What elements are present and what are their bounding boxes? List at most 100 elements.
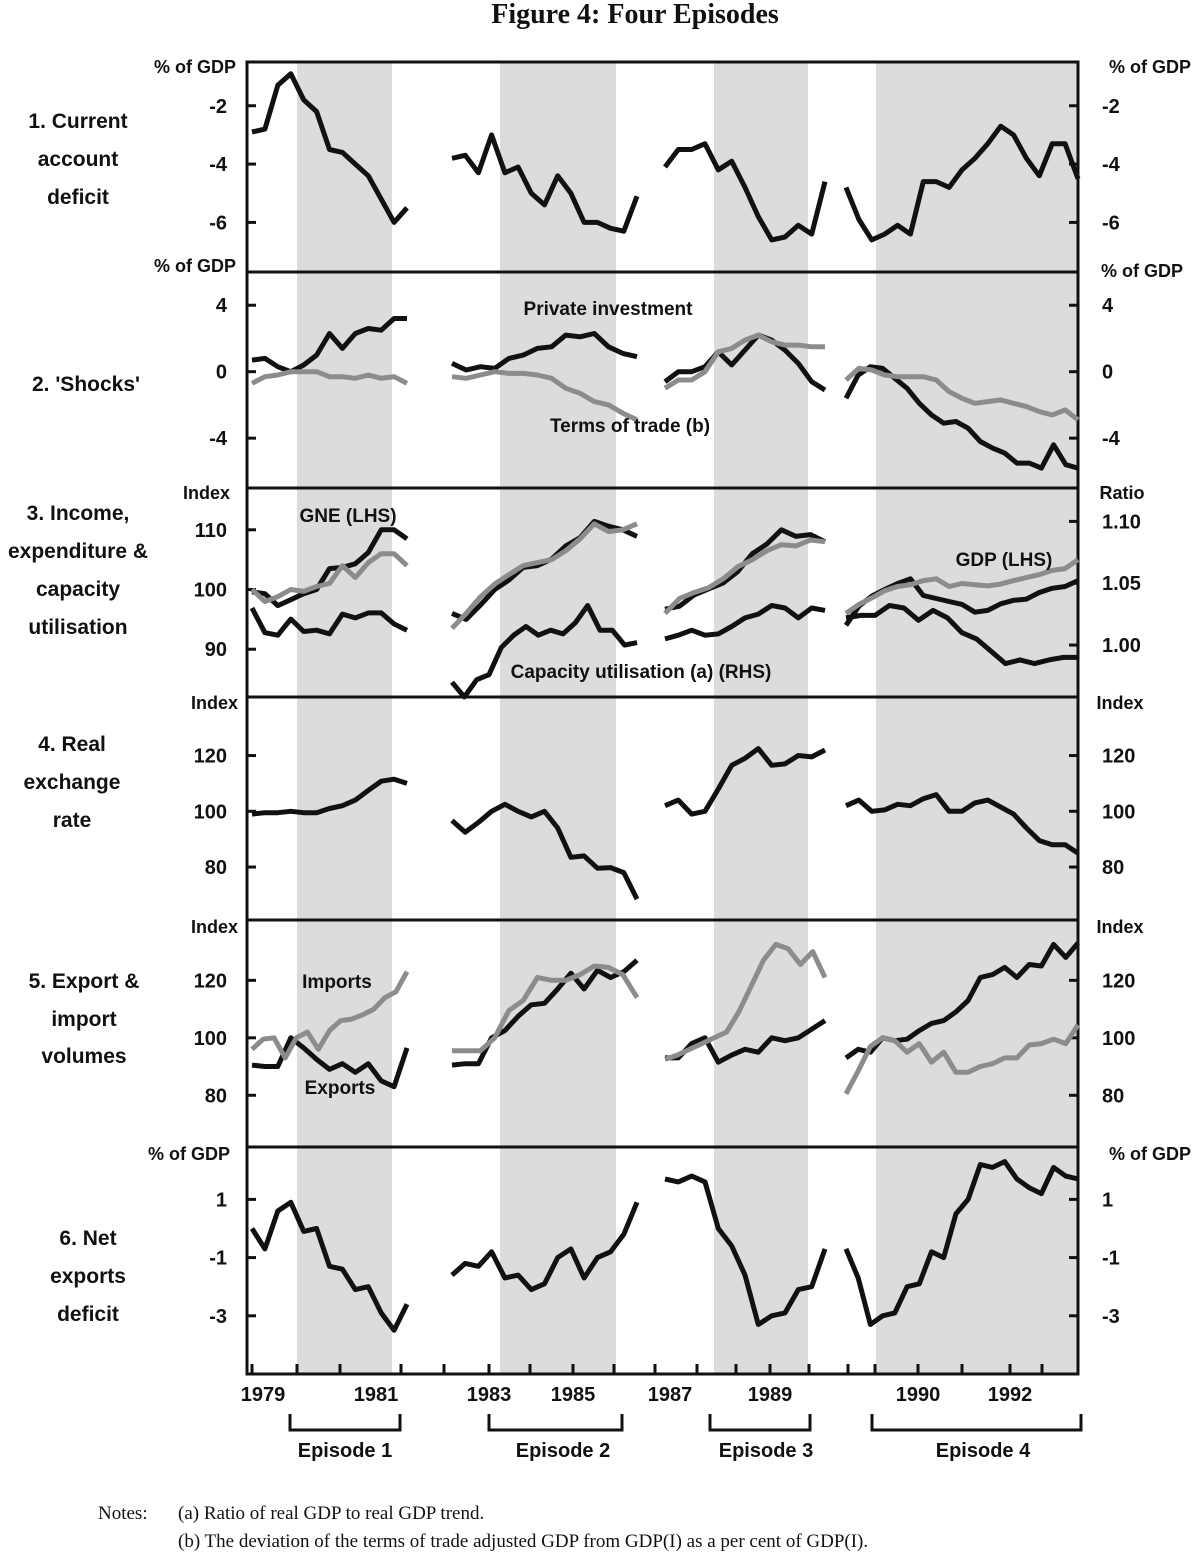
panel-label-trade-volumes: 5. Export & bbox=[29, 970, 140, 993]
series-line-terms-of-trade-b--seg2 bbox=[451, 369, 639, 423]
left-tick-label: 120 bbox=[194, 970, 227, 992]
x-axis: 1979 1981 1983 1985 1987 1989 1990 1992 bbox=[241, 1364, 1080, 1406]
x-tick-label: 1992 bbox=[988, 1384, 1033, 1406]
series-line-real-exchange-rate-seg3 bbox=[664, 746, 827, 817]
x-tick-label: 1989 bbox=[748, 1384, 793, 1406]
panel-income: 3. Income, expenditure & capacity utilisati… bbox=[8, 483, 1145, 700]
left-tick-label: -1 bbox=[209, 1248, 227, 1270]
panel-label-current-account: deficit bbox=[47, 186, 109, 209]
annotation-capacity-utilisation-a-rhs-: Capacity utilisation (a) (RHS) bbox=[511, 662, 772, 683]
left-unit-label: Index bbox=[183, 483, 230, 503]
right-tick-label: 100 bbox=[1102, 801, 1135, 823]
series-line-terms-of-trade-b--seg1 bbox=[250, 369, 409, 386]
left-tick-label: 1 bbox=[216, 1189, 227, 1211]
series-line-exports-seg2 bbox=[451, 958, 639, 1068]
left-tick-label: 90 bbox=[205, 639, 227, 661]
left-tick-label: -3 bbox=[209, 1306, 227, 1328]
series-line-gdp-lhs--seg1 bbox=[250, 551, 409, 604]
annotation-imports: Imports bbox=[302, 972, 372, 993]
panel-net-exports: 6. Net exports deficit % of GDP % of GDP 1 -1 -… bbox=[50, 1144, 1191, 1333]
episode-shading bbox=[297, 62, 1078, 1374]
episode-label: Episode 4 bbox=[936, 1440, 1031, 1462]
series-line-current-account-deficit-seg1 bbox=[251, 71, 409, 225]
left-unit-label: % of GDP bbox=[154, 57, 236, 77]
panel-label-net-exports: 6. Net bbox=[59, 1227, 116, 1250]
left-tick-label: 120 bbox=[194, 746, 227, 768]
panel-label-income: expenditure & bbox=[8, 540, 148, 563]
right-tick-label: -4 bbox=[1102, 154, 1121, 176]
x-tick-label: 1981 bbox=[354, 1384, 399, 1406]
left-tick-label: 4 bbox=[216, 295, 228, 317]
x-tick-label: 1979 bbox=[241, 1384, 286, 1406]
panel-label-real-exchange: exchange bbox=[24, 771, 121, 794]
series-line-imports-seg1 bbox=[250, 970, 410, 1061]
panel-label-trade-volumes: import bbox=[51, 1008, 116, 1031]
panel-label-trade-volumes: volumes bbox=[41, 1045, 126, 1068]
right-tick-label: 4 bbox=[1102, 295, 1114, 317]
right-tick-label: 100 bbox=[1102, 1028, 1135, 1050]
left-tick-label: -4 bbox=[209, 428, 228, 450]
series-line-gdp-lhs--seg3 bbox=[663, 537, 826, 616]
left-tick-label: 100 bbox=[194, 1028, 227, 1050]
right-tick-label: 120 bbox=[1102, 970, 1135, 992]
right-tick-label: -1 bbox=[1102, 1248, 1120, 1270]
episode-1-shade bbox=[297, 62, 392, 1374]
panel-shocks: 2. 'Shocks' % of GDP % of GDP 4 0 -4 4 0 -4 Priva… bbox=[32, 256, 1183, 471]
panel-label-current-account: 1. Current bbox=[28, 110, 127, 133]
series-line-real-exchange-rate-seg4 bbox=[845, 792, 1080, 856]
left-tick-label: 0 bbox=[216, 362, 227, 384]
right-unit-label: Index bbox=[1096, 693, 1143, 713]
right-tick-label: -6 bbox=[1102, 212, 1120, 234]
episode-bracket bbox=[870, 1414, 1083, 1432]
series-line-net-exports-deficit-seg1 bbox=[249, 1199, 410, 1333]
episode-label: Episode 1 bbox=[298, 1440, 392, 1462]
annotation-exports: Exports bbox=[305, 1078, 376, 1099]
x-tick-label: 1987 bbox=[648, 1384, 693, 1406]
episode-bracket bbox=[288, 1414, 402, 1432]
episode-label: Episode 2 bbox=[516, 1440, 610, 1462]
note-a: (a) Ratio of real GDP to real GDP trend. bbox=[178, 1503, 485, 1524]
x-tick-label: 1983 bbox=[467, 1384, 512, 1406]
episode-3-shade bbox=[714, 62, 808, 1374]
panel-real-exchange: 4. Real exchange rate Index Index 120 100 80 120… bbox=[24, 693, 1144, 901]
panel-label-real-exchange: 4. Real bbox=[38, 733, 106, 756]
panel-label-income: utilisation bbox=[28, 616, 127, 639]
right-tick-label: 1.00 bbox=[1102, 635, 1141, 657]
series-line-imports-seg2 bbox=[452, 963, 640, 1054]
series-line-private-investment-seg1 bbox=[251, 316, 407, 375]
episode-2-shade bbox=[500, 62, 616, 1374]
left-tick-label: 80 bbox=[205, 1085, 227, 1107]
left-tick-label: 110 bbox=[195, 520, 227, 542]
episode-brackets: Episode 1 Episode 2 Episode 3 Episode 4 bbox=[288, 1414, 1083, 1462]
notes: Notes: (a) Ratio of real GDP to real GDP… bbox=[98, 1500, 868, 1556]
episode-bracket bbox=[708, 1414, 812, 1432]
annotation-gne-lhs-: GNE (LHS) bbox=[299, 506, 396, 527]
series-line-real-exchange-rate-seg2 bbox=[450, 801, 640, 901]
left-tick-label: 100 bbox=[194, 801, 227, 823]
series-line-net-exports-deficit-seg3 bbox=[664, 1173, 828, 1327]
left-unit-label: Index bbox=[191, 917, 238, 937]
annotation-gdp-lhs-: GDP (LHS) bbox=[956, 550, 1053, 571]
right-tick-label: 1 bbox=[1102, 1189, 1113, 1211]
panel-label-current-account: account bbox=[38, 148, 119, 171]
panel-label-real-exchange: rate bbox=[53, 809, 92, 832]
left-tick-label: 80 bbox=[205, 857, 227, 879]
right-tick-label: -3 bbox=[1102, 1306, 1120, 1328]
series-line-net-exports-deficit-seg4 bbox=[843, 1159, 1079, 1327]
series-line-gdp-lhs--seg2 bbox=[450, 521, 638, 631]
left-tick-label: -2 bbox=[209, 96, 227, 118]
series-line-terms-of-trade-b--seg3 bbox=[663, 332, 825, 391]
panel-label-shocks: 2. 'Shocks' bbox=[32, 373, 140, 396]
right-tick-label: 0 bbox=[1102, 362, 1113, 384]
episode-4-shade bbox=[876, 62, 1078, 1374]
right-unit-label: % of GDP bbox=[1101, 261, 1183, 281]
panel-label-income: 3. Income, bbox=[27, 502, 130, 525]
figure-title: Figure 4: Four Episodes bbox=[491, 0, 779, 30]
series-line-current-account-deficit-seg4 bbox=[843, 123, 1081, 243]
series-line-private-investment-seg3 bbox=[663, 332, 827, 393]
x-tick-label: 1990 bbox=[896, 1384, 941, 1406]
series-line-real-exchange-rate-seg1 bbox=[251, 776, 408, 817]
series-line-gdp-lhs--seg4 bbox=[844, 557, 1080, 616]
right-unit-label: % of GDP bbox=[1109, 57, 1191, 77]
notes-label: Notes: bbox=[98, 1503, 148, 1524]
